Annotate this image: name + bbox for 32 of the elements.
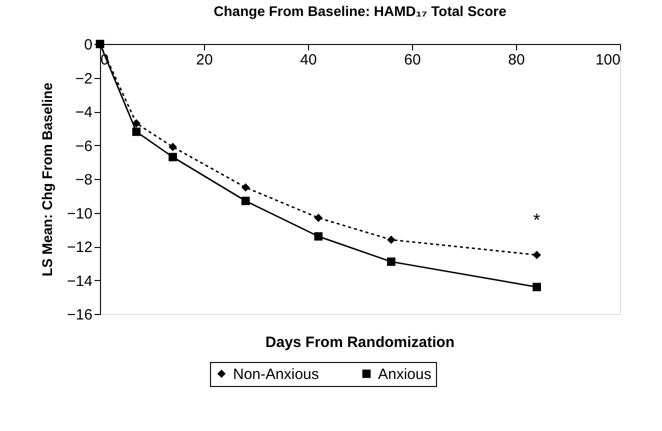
chart-title: Change From Baseline: HAMD₁₇ Total Score <box>214 3 507 19</box>
y-tick-label: −10 <box>67 205 92 222</box>
point <box>532 282 541 292</box>
point <box>387 258 396 266</box>
x-tick-label: 40 <box>300 52 317 68</box>
y-tick-label: −12 <box>67 239 92 256</box>
x-axis-title: Days From Randomization <box>265 334 455 351</box>
legend-label: Non-Anxious <box>233 366 319 383</box>
point <box>168 152 177 162</box>
y-tick-label: −14 <box>67 272 92 290</box>
x-tick-label: 80 <box>508 52 525 68</box>
annotation: * <box>533 210 540 230</box>
y-tick-label: −16 <box>67 306 92 324</box>
y-axis-title: LS Mean: Chg From Baseline <box>39 82 56 276</box>
y-tick-label: −6 <box>75 138 92 155</box>
y-tick-label: 0 <box>84 36 92 54</box>
y-tick-label: −4 <box>75 104 92 121</box>
point <box>132 119 141 128</box>
legend-label: Anxious <box>378 366 432 383</box>
point <box>314 232 323 241</box>
x-tick-label: 100 <box>595 52 620 68</box>
point <box>241 196 250 206</box>
point <box>168 142 177 152</box>
x-tick-label: 60 <box>404 52 421 68</box>
point <box>314 214 323 222</box>
point <box>532 250 541 260</box>
point <box>387 236 396 244</box>
y-tick-label: −8 <box>75 172 92 188</box>
point <box>132 128 141 136</box>
y-tick-label: −2 <box>75 70 92 88</box>
x-tick-label: 20 <box>196 52 213 68</box>
point <box>241 183 250 192</box>
